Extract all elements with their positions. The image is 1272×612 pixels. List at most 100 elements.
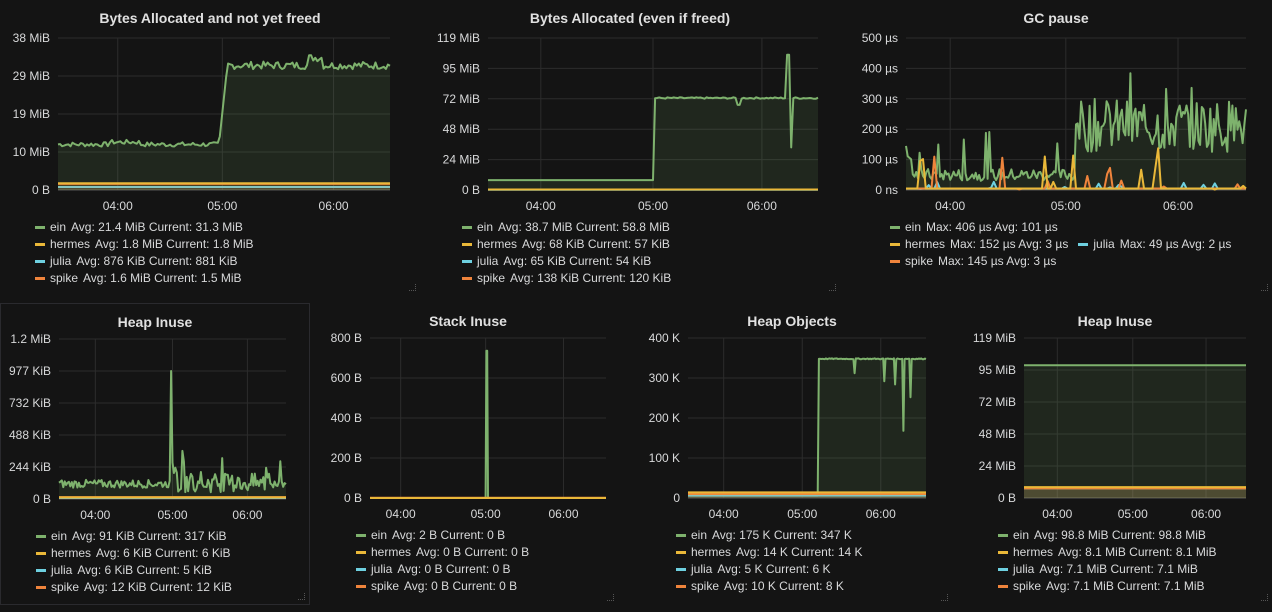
y-tick-label: 400 K: [649, 331, 680, 345]
panel-chart[interactable]: 1.2 MiB 977 KiB 732 KiB 488 KiB 244 KiB 0 B 04…: [1, 304, 311, 606]
panel-chart[interactable]: 400 K 300 K 200 K 100 K 0 04:00 05:00 06:00: [632, 303, 952, 605]
panel-chart[interactable]: 119 MiB 95 MiB 72 MiB 48 MiB 24 MiB 0 B 04:00 0…: [420, 0, 840, 295]
legend-swatch: [998, 534, 1008, 537]
y-tick-label: 72 MiB: [979, 395, 1016, 409]
panel-6[interactable]: Heap Objects 400 K 300 K 200 K 100 K 0 04:00 05…: [632, 303, 952, 605]
series-line-ein[interactable]: [58, 370, 287, 494]
legend-swatch: [356, 534, 366, 537]
legend-item-hermes[interactable]: hermes Avg: 0 B Current: 0 B: [356, 544, 529, 561]
panel-chart[interactable]: 500 µs 400 µs 300 µs 200 µs 100 µs 0 ns 04:00 0…: [840, 0, 1272, 295]
panel-title[interactable]: Heap Inuse: [1077, 313, 1153, 329]
legend-item-ein[interactable]: ein Avg: 2 B Current: 0 B: [356, 527, 505, 544]
legend-series-name: hermes: [905, 237, 946, 251]
y-tick-label: 488 KiB: [9, 428, 51, 442]
panel-5[interactable]: Stack Inuse 800 B 600 B 400 B 200 B 0 B 04:00 0…: [318, 303, 618, 605]
resize-handle-icon[interactable]: [1261, 284, 1268, 291]
legend-item-julia[interactable]: julia Avg: 876 KiB Current: 881 KiB: [35, 253, 238, 270]
panel-2[interactable]: Bytes Allocated (even if freed) 119 MiB 95…: [420, 0, 840, 295]
panel-1[interactable]: Bytes Allocated and not yet freed 38 MiB 2…: [0, 0, 420, 295]
x-tick-label: 05:00: [1118, 507, 1148, 521]
legend-item-ein[interactable]: ein Max: 406 µs Avg: 101 µs: [890, 219, 1058, 236]
x-tick-label: 05:00: [471, 507, 501, 521]
resize-handle-icon[interactable]: [298, 593, 305, 600]
y-tick-label: 732 KiB: [9, 396, 51, 410]
legend-stats: Avg: 138 KiB Current: 120 KiB: [510, 271, 672, 285]
series-line-ein[interactable]: [488, 53, 819, 182]
panel-title[interactable]: Heap Objects: [747, 313, 837, 329]
legend-item-spike[interactable]: spike Avg: 7.1 MiB Current: 7.1 MiB: [998, 578, 1205, 595]
series-line-hermes[interactable]: [906, 147, 1247, 191]
x-tick-label: 04:00: [103, 199, 133, 213]
legend-item-julia[interactable]: julia Avg: 7.1 MiB Current: 7.1 MiB: [998, 561, 1198, 578]
legend-item-ein[interactable]: ein Avg: 38.7 MiB Current: 58.8 MiB: [462, 219, 670, 236]
legend-stats: Avg: 0 B Current: 0 B: [404, 579, 518, 593]
resize-handle-icon[interactable]: [941, 594, 948, 601]
resize-handle-icon[interactable]: [1261, 594, 1268, 601]
series-line-ein[interactable]: [905, 72, 1247, 182]
legend-stats: Avg: 68 KiB Current: 57 KiB: [522, 237, 670, 251]
legend-item-spike[interactable]: spike Avg: 1.6 MiB Current: 1.5 MiB: [35, 270, 242, 287]
y-tick-label: 300 K: [649, 371, 680, 385]
legend-item-ein[interactable]: ein Avg: 175 K Current: 347 K: [676, 527, 852, 544]
series-line-ein[interactable]: [57, 54, 391, 148]
legend-item-ein[interactable]: ein Avg: 21.4 MiB Current: 31.3 MiB: [35, 219, 243, 236]
panel-title[interactable]: Heap Inuse: [117, 314, 193, 330]
panel-4[interactable]: Heap Inuse 1.2 MiB 977 KiB 732 KiB 488 KiB 24…: [0, 303, 310, 605]
resize-handle-icon[interactable]: [829, 284, 836, 291]
legend-item-julia[interactable]: julia Avg: 0 B Current: 0 B: [356, 561, 511, 578]
y-tick-label: 10 MiB: [13, 145, 50, 159]
legend-item-julia[interactable]: julia Avg: 5 K Current: 6 K: [676, 561, 831, 578]
panel-3[interactable]: GC pause 500 µs 400 µs 300 µs 200 µs 100 µs 0 …: [840, 0, 1272, 295]
y-tick-label: 119 MiB: [437, 31, 480, 45]
legend-item-hermes[interactable]: hermes Avg: 14 K Current: 14 K: [676, 544, 863, 561]
panel-7[interactable]: Heap Inuse 119 MiB 95 MiB 72 MiB 48 MiB 24 Mi…: [958, 303, 1272, 605]
legend-item-hermes[interactable]: hermes Avg: 68 KiB Current: 57 KiB: [462, 236, 670, 253]
panel-chart[interactable]: 38 MiB 29 MiB 19 MiB 10 MiB 0 B 04:00 05:00 06:…: [0, 0, 420, 295]
panel-chart[interactable]: 119 MiB 95 MiB 72 MiB 48 MiB 24 MiB 0 B 04:00 0…: [958, 303, 1272, 605]
y-tick-label: 1.2 MiB: [10, 332, 51, 346]
legend-item-hermes[interactable]: hermes Max: 152 µs Avg: 3 µs: [890, 236, 1068, 253]
y-tick-label: 400 B: [331, 411, 362, 425]
x-tick-label: 06:00: [1163, 199, 1193, 213]
legend-item-hermes[interactable]: hermes Avg: 1.8 MiB Current: 1.8 MiB: [35, 236, 254, 253]
panel-chart[interactable]: 800 B 600 B 400 B 200 B 0 B 04:00 05:00 06:00: [318, 303, 618, 605]
legend-item-hermes[interactable]: hermes Avg: 8.1 MiB Current: 8.1 MiB: [998, 544, 1217, 561]
y-tick-label: 0 B: [32, 183, 50, 197]
series-line-ein[interactable]: [369, 349, 607, 499]
legend-item-julia[interactable]: julia Avg: 6 KiB Current: 5 KiB: [36, 562, 212, 579]
legend-item-spike[interactable]: spike Avg: 0 B Current: 0 B: [356, 578, 517, 595]
legend-stats: Avg: 65 KiB Current: 54 KiB: [503, 254, 652, 268]
legend-swatch: [462, 226, 472, 229]
legend-item-julia[interactable]: julia Max: 49 µs Avg: 2 µs: [1078, 236, 1231, 253]
legend-item-julia[interactable]: julia Avg: 65 KiB Current: 54 KiB: [462, 253, 651, 270]
y-tick-label: 0 B: [33, 492, 51, 506]
legend-swatch: [356, 551, 366, 554]
x-tick-label: 06:00: [319, 199, 349, 213]
panel-legend: ein Max: 406 µs Avg: 101 µs hermes Max: 152…: [890, 219, 1241, 270]
legend-item-spike[interactable]: spike Avg: 12 KiB Current: 12 KiB: [36, 579, 232, 596]
y-tick-label: 800 B: [331, 331, 362, 345]
legend-item-ein[interactable]: ein Avg: 98.8 MiB Current: 98.8 MiB: [998, 527, 1206, 544]
series-area-ein: [58, 55, 390, 191]
legend-item-spike[interactable]: spike Avg: 138 KiB Current: 120 KiB: [462, 270, 671, 287]
panel-title[interactable]: Bytes Allocated and not yet freed: [99, 10, 321, 26]
legend-swatch: [36, 569, 46, 572]
panel-title[interactable]: Stack Inuse: [429, 313, 507, 329]
resize-handle-icon[interactable]: [409, 284, 416, 291]
legend-series-name: hermes: [1013, 545, 1054, 559]
y-tick-label: 24 MiB: [443, 153, 480, 167]
legend-item-hermes[interactable]: hermes Avg: 6 KiB Current: 6 KiB: [36, 545, 231, 562]
resize-handle-icon[interactable]: [607, 594, 614, 601]
legend-stats: Avg: 7.1 MiB Current: 7.1 MiB: [1039, 562, 1198, 576]
legend-item-ein[interactable]: ein Avg: 91 KiB Current: 317 KiB: [36, 528, 227, 545]
legend-swatch: [676, 551, 686, 554]
x-tick-label: 05:00: [157, 508, 187, 522]
panel-title[interactable]: Bytes Allocated (even if freed): [529, 10, 731, 26]
legend-swatch: [36, 552, 46, 555]
legend-series-name: spike: [477, 271, 506, 285]
legend-stats: Avg: 0 B Current: 0 B: [416, 545, 530, 559]
legend-item-spike[interactable]: spike Avg: 10 K Current: 8 K: [676, 578, 844, 595]
legend-item-spike[interactable]: spike Max: 145 µs Avg: 3 µs: [890, 253, 1056, 270]
panel-title[interactable]: GC pause: [1023, 10, 1089, 26]
series-area-ein: [488, 54, 818, 191]
